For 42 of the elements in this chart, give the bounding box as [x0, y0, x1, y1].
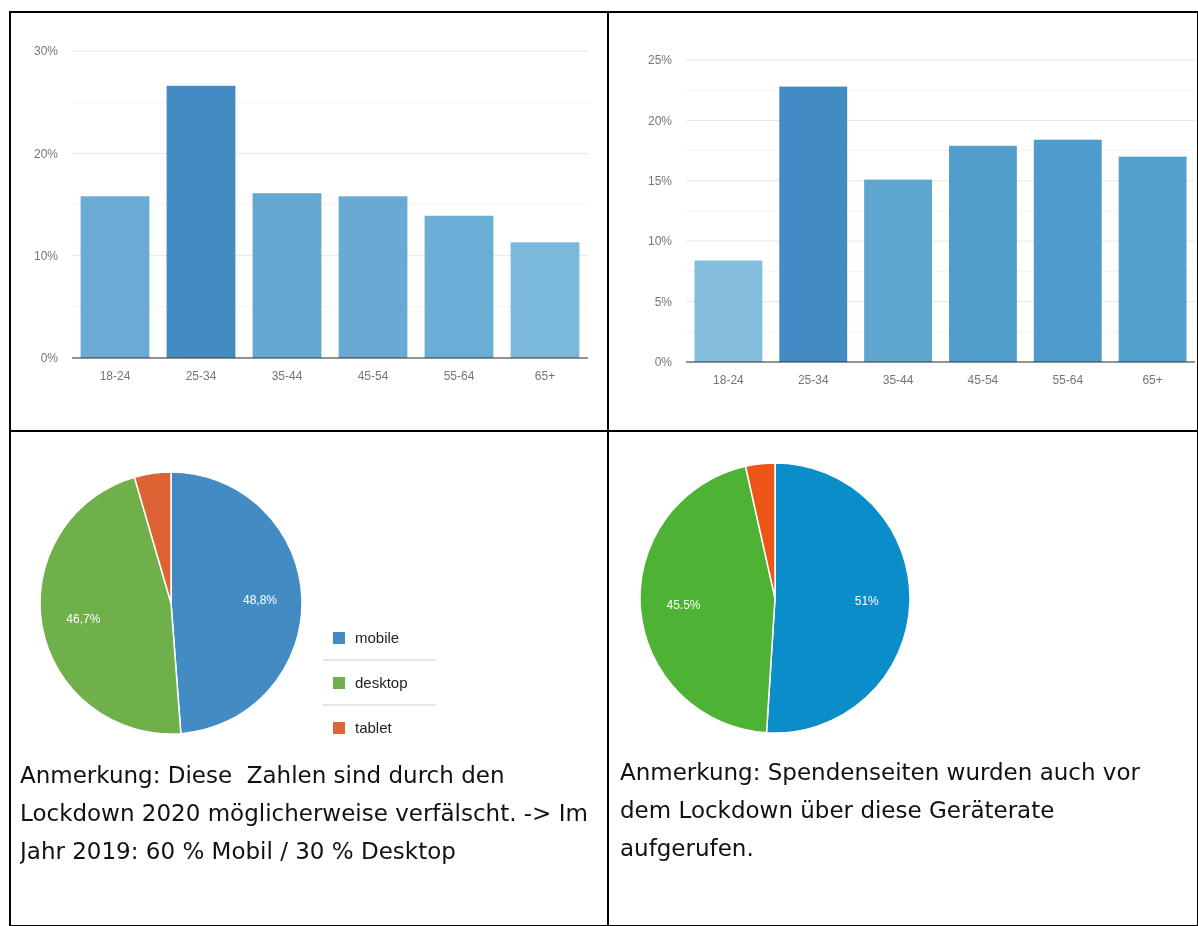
y-tick-label: 10%: [647, 234, 673, 249]
x-tick-label: 45-54: [357, 369, 389, 383]
y-tick-label: 5%: [654, 294, 673, 309]
bar: [1118, 156, 1187, 362]
y-tick-label: 0%: [40, 351, 59, 366]
data-label: 46,7%: [66, 612, 101, 627]
y-tick-label: 20%: [647, 113, 673, 128]
y-tick-label: 15%: [647, 174, 673, 188]
bar: [252, 193, 322, 358]
y-tick-label: 30%: [33, 44, 59, 59]
x-tick-label: 65+: [534, 369, 556, 383]
x-tick-label: 35-44: [882, 373, 914, 387]
x-tick-label: 25-34: [185, 369, 217, 383]
legend-label: mobile: [355, 629, 400, 647]
bar: [80, 196, 150, 358]
y-tick-label: 20%: [33, 146, 59, 161]
y-tick-label: 25%: [647, 53, 673, 68]
legend-label: tablet: [355, 719, 393, 737]
legend-label: desktop: [355, 674, 408, 692]
bar: [166, 85, 236, 358]
bar: [510, 242, 580, 358]
bar: [948, 145, 1017, 362]
x-tick-label: 25-34: [797, 373, 829, 387]
bar: [338, 196, 408, 358]
x-tick-label: 65+: [1142, 373, 1163, 387]
data-label: 51%: [854, 594, 880, 609]
data-label: 48,8%: [243, 592, 278, 607]
x-tick-label: 35-44: [271, 369, 303, 383]
data-label: 45.5%: [666, 598, 701, 613]
x-tick-label: 45-54: [967, 373, 999, 387]
text: Anmerkung: Spendenseiten wurden auch vor dem Lockdown über diese Geräterate aufgerufen.: [620, 758, 1141, 863]
y-tick-label: 0%: [654, 355, 673, 370]
bar: [779, 86, 848, 362]
x-tick-label: 18-24: [713, 373, 745, 387]
y-tick-label: 10%: [33, 248, 59, 263]
x-tick-label: 18-24: [99, 369, 131, 383]
bar: [1033, 139, 1102, 362]
x-tick-label: 55-64: [443, 369, 475, 383]
bar: [424, 215, 494, 358]
bar: [694, 260, 763, 362]
x-tick-label: 55-64: [1052, 373, 1084, 387]
bar: [864, 179, 933, 362]
